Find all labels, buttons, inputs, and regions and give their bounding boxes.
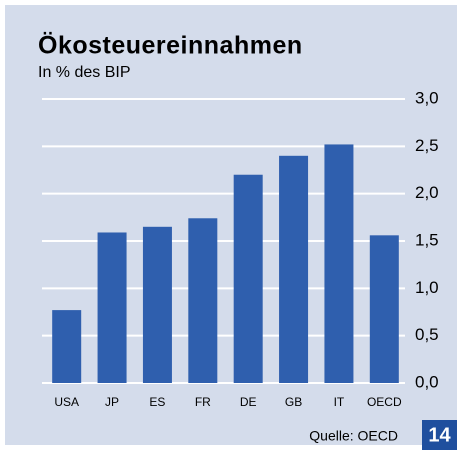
y-tick-label: 3,0 xyxy=(415,88,439,107)
bar xyxy=(233,174,263,383)
y-tick-label: 0,5 xyxy=(415,325,439,344)
bar xyxy=(52,310,82,383)
x-tick-label: ES xyxy=(149,395,165,409)
bar xyxy=(369,235,399,383)
y-tick-label: 1,0 xyxy=(415,278,439,297)
y-tick-label: 1,5 xyxy=(415,230,439,249)
bar xyxy=(279,155,309,383)
x-tick-label: USA xyxy=(54,395,79,409)
x-tick-label: FR xyxy=(195,395,211,409)
source: Quelle: OECD xyxy=(309,428,398,444)
chart-subtitle: In % des BIP xyxy=(38,64,131,81)
x-tick-label: DE xyxy=(240,395,257,409)
chart-title: Ökosteuereinnahmen xyxy=(38,31,303,60)
y-tick-label: 2,0 xyxy=(415,183,439,202)
x-tick-label: IT xyxy=(334,395,345,409)
bar xyxy=(188,218,218,383)
bar xyxy=(142,226,172,383)
y-tick-label: 0,0 xyxy=(415,372,439,391)
bar xyxy=(324,144,354,383)
page-number-box xyxy=(422,420,457,450)
page-number: 14 xyxy=(428,424,451,446)
bar xyxy=(97,232,127,383)
x-tick-label: JP xyxy=(105,395,119,409)
x-tick-label: OECD xyxy=(367,395,402,409)
y-tick-label: 2,5 xyxy=(415,136,439,155)
x-tick-label: GB xyxy=(285,395,302,409)
